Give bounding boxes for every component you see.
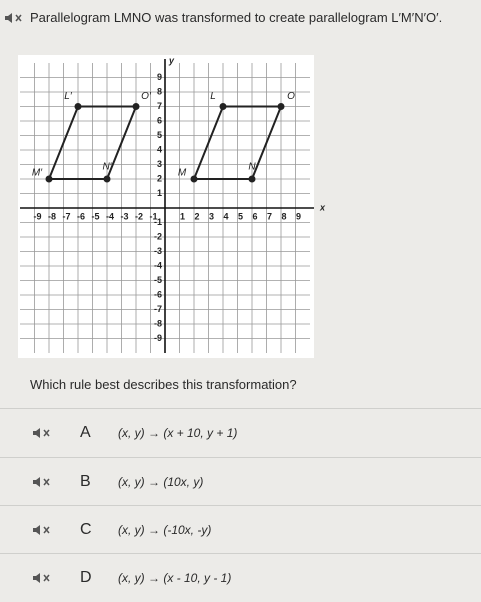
mute-x — [43, 526, 50, 534]
y-tick-label: -7 — [154, 304, 162, 314]
y-tick-label: -5 — [154, 275, 162, 285]
speaker — [33, 573, 40, 583]
speaker — [5, 13, 12, 23]
x-tick-label: 1 — [180, 211, 185, 221]
y-tick-label: 2 — [157, 173, 162, 183]
vertex — [74, 103, 82, 110]
option-text: (x, y) → (10x, y) — [118, 475, 204, 489]
y-tick-label: 3 — [157, 159, 162, 169]
y-tick-label: 8 — [157, 86, 162, 96]
vertex-label: O′ — [141, 91, 152, 102]
graph-background — [18, 55, 314, 358]
coordinate-graph: xy-9 -8 -7 -6 -5 -4 -3 -2 -1 1 2 3 4 5 6 7 8 9-9-8-7-6-5-… — [18, 55, 326, 358]
answer-option[interactable]: B (x, y) → (10x, y) — [0, 457, 481, 506]
y-tick-label: 5 — [157, 130, 162, 140]
x-tick-label: -3 — [120, 211, 128, 221]
x-tick-label: -1 — [149, 211, 157, 221]
vertex-label: N — [248, 162, 256, 173]
prompt: Which rule best describes this transform… — [30, 377, 297, 392]
vertex-label: O — [287, 91, 295, 102]
speaker — [33, 477, 40, 487]
audio-icon[interactable] — [32, 523, 54, 537]
y-tick-label: -3 — [154, 246, 162, 256]
option-text: (x, y) → (x + 10, y + 1) — [118, 426, 238, 440]
vertex — [248, 175, 256, 183]
x-tick-label: -5 — [91, 211, 99, 221]
audio-icon[interactable] — [32, 426, 54, 440]
x-tick-label: 5 — [238, 211, 243, 221]
vertex-label: M′ — [32, 168, 43, 179]
x-tick-label: -8 — [48, 211, 56, 221]
vertex-label: M — [178, 168, 187, 179]
audio-icon[interactable] — [32, 571, 54, 585]
y-tick-label: 1 — [157, 188, 162, 198]
vertex — [190, 175, 198, 183]
option-letter: C — [80, 521, 92, 538]
speaker — [33, 428, 40, 438]
option-letter: A — [80, 424, 91, 441]
vertex-label: L′ — [64, 91, 73, 102]
y-tick-label: -8 — [154, 318, 162, 328]
y-tick-label: -2 — [154, 231, 162, 241]
vertex-label: L — [210, 91, 216, 102]
x-tick-label: -9 — [33, 211, 41, 221]
y-tick-label: 4 — [157, 144, 162, 154]
vertex — [132, 103, 140, 110]
y-tick-label: -6 — [154, 289, 162, 299]
x-axis-label: x — [319, 202, 326, 212]
audio-icon[interactable] — [32, 475, 54, 489]
answer-option[interactable]: D (x, y) → (x - 10, y - 1) — [0, 553, 481, 602]
option-letter: D — [80, 569, 92, 586]
x-tick-label: 2 — [194, 211, 199, 221]
y-tick-label: 6 — [157, 115, 162, 125]
y-axis-label: y — [168, 55, 175, 65]
mute-x — [43, 429, 50, 437]
option-text: (x, y) → (x - 10, y - 1) — [118, 571, 232, 585]
answer-option[interactable]: C (x, y) → (-10x, -y) — [0, 505, 481, 554]
x-tick-label: 8 — [281, 211, 286, 221]
x-tick-label: 3 — [209, 211, 214, 221]
y-tick-label: -1 — [154, 217, 162, 227]
vertex — [45, 175, 53, 183]
x-tick-label: -2 — [135, 211, 143, 221]
y-tick-label: 9 — [157, 72, 162, 82]
vertex — [277, 103, 285, 110]
y-tick-label: -9 — [154, 333, 162, 343]
mute-x — [43, 574, 50, 582]
y-tick-label: -4 — [154, 260, 162, 270]
option-text: (x, y) → (-10x, -y) — [118, 523, 212, 537]
x-tick-label: 6 — [252, 211, 257, 221]
option-letter: B — [80, 473, 91, 490]
vertex-label: N′ — [102, 162, 112, 173]
vertex — [103, 175, 111, 183]
mute-x — [43, 478, 50, 486]
audio-icon[interactable] — [4, 11, 26, 25]
y-tick-label: 7 — [157, 101, 162, 111]
x-tick-label: -4 — [106, 211, 114, 221]
x-tick-label: -6 — [77, 211, 85, 221]
x-tick-label: 9 — [296, 211, 301, 221]
mute-x — [15, 14, 22, 22]
x-tick-label: 4 — [223, 211, 228, 221]
vertex — [219, 103, 227, 110]
x-tick-label: -7 — [62, 211, 70, 221]
question: Parallelogram LMNO was transformed to cr… — [30, 10, 443, 25]
speaker — [33, 525, 40, 535]
x-tick-label: 7 — [267, 211, 272, 221]
answer-option[interactable]: A (x, y) → (x + 10, y + 1) — [0, 408, 481, 457]
